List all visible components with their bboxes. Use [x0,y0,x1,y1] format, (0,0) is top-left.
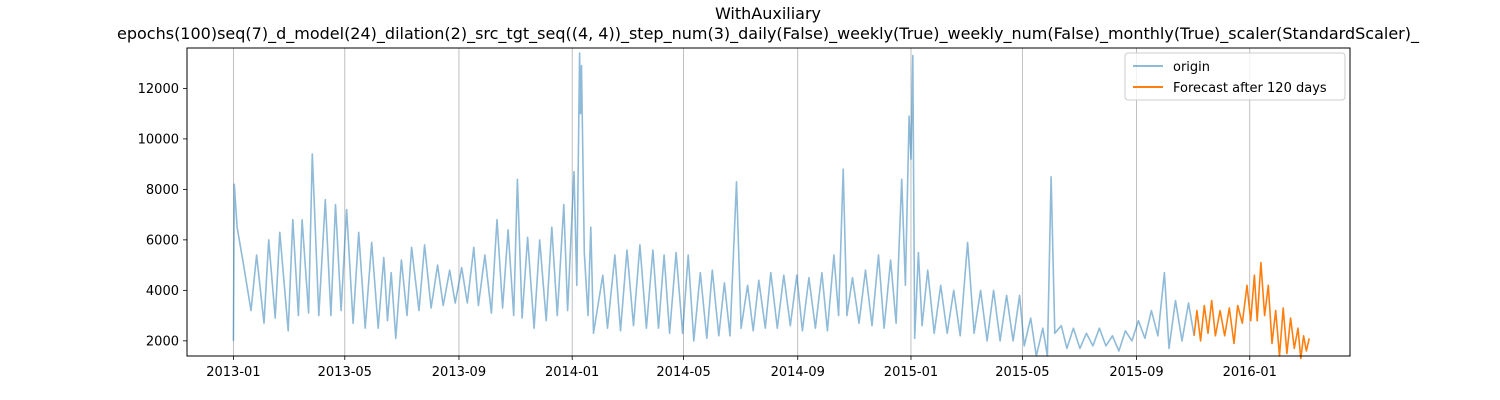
y-tick-label: 6000 [146,233,179,248]
y-tick-label: 10000 [138,132,179,147]
legend-label-forecast: Forecast after 120 days [1173,81,1327,96]
legend: origin Forecast after 120 days [1124,52,1346,101]
x-tick-label: 2014-01 [545,365,599,380]
x-tick-label: 2016-01 [1223,365,1277,380]
y-tick-label: 12000 [138,82,179,97]
x-tick-label: 2015-09 [1109,365,1163,380]
legend-box [1124,52,1346,101]
grid-lines [233,48,1251,356]
y-axis: 2000 4000 6000 8000 10000 12000 [138,82,187,349]
x-tick-label: 2014-09 [771,365,825,380]
x-tick-label: 2013-01 [206,365,260,380]
x-tick-label: 2013-09 [432,365,486,380]
y-tick-label: 4000 [146,284,179,299]
y-tick-label: 2000 [146,334,179,349]
y-tick-label: 8000 [146,183,179,198]
x-tick-label: 2015-01 [884,365,938,380]
legend-label-origin: origin [1173,60,1210,75]
x-tick-label: 2014-05 [656,365,710,380]
chart-subtitle: epochs(100)seq(7)_d_model(24)_dilation(2… [117,24,1420,44]
x-tick-label: 2013-05 [318,365,372,380]
chart-title: WithAuxiliary [715,4,821,23]
series-group [232,52,1310,360]
plot-area-frame [186,47,1351,357]
x-tick-label: 2015-05 [995,365,1049,380]
series-line-forecast [1193,261,1310,360]
x-axis: 2013-01 2013-05 2013-09 2014-01 2014-05 2014-… [206,356,1277,380]
series-line-origin [232,52,1195,357]
